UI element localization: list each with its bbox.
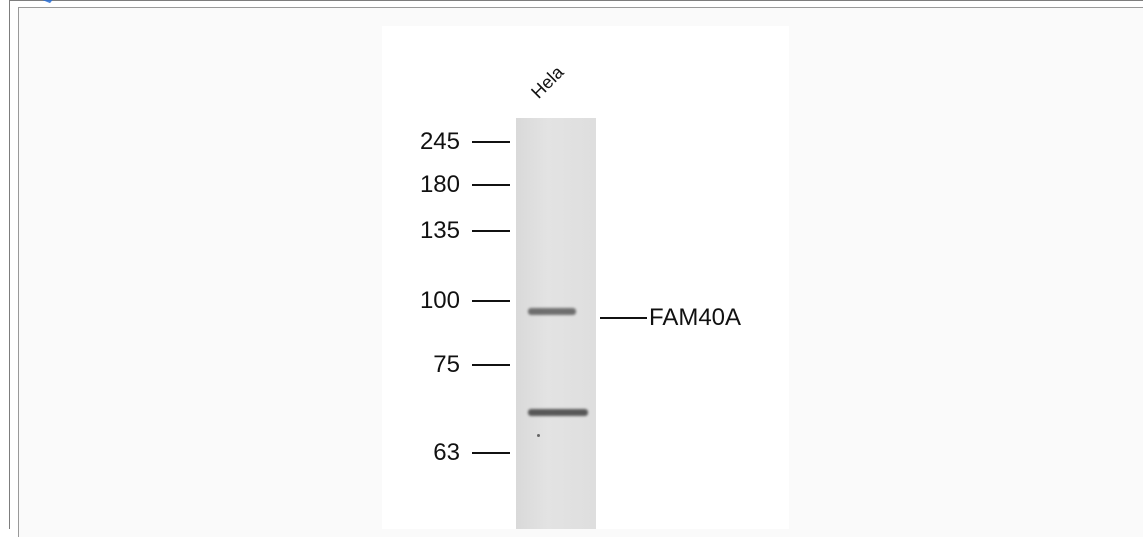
marker-180: 180: [420, 171, 510, 199]
marker-135: 135: [420, 217, 510, 245]
marker-tick: [472, 364, 510, 366]
target-label: FAM40A: [649, 304, 742, 331]
marker-tick: [472, 141, 510, 143]
marker-245: 245: [420, 128, 510, 156]
blot-lane: [516, 118, 596, 529]
marker-label: 135: [419, 217, 460, 244]
marker-tick: [472, 300, 510, 302]
blot-speck: [537, 434, 540, 437]
marker-label: 75: [433, 351, 460, 378]
marker-label: 180: [419, 171, 460, 198]
marker-tick: [472, 452, 510, 454]
lane-label: Hela: [527, 61, 568, 103]
marker-100: 100: [420, 287, 510, 315]
band-fam40a: [528, 308, 576, 315]
marker-75: 75: [433, 351, 510, 379]
western-blot-figure: Hela 245 180 135 100 75 63 FAM40A: [382, 26, 789, 529]
band-lower: [528, 409, 588, 416]
marker-tick: [472, 184, 510, 186]
target-pointer-line: [600, 317, 647, 319]
target-annotation: FAM40A: [600, 304, 741, 332]
marker-label: 245: [419, 128, 460, 155]
marker-63: 63: [433, 439, 510, 467]
marker-label: 100: [419, 287, 460, 314]
marker-tick: [472, 230, 510, 232]
marker-label: 63: [433, 439, 460, 466]
